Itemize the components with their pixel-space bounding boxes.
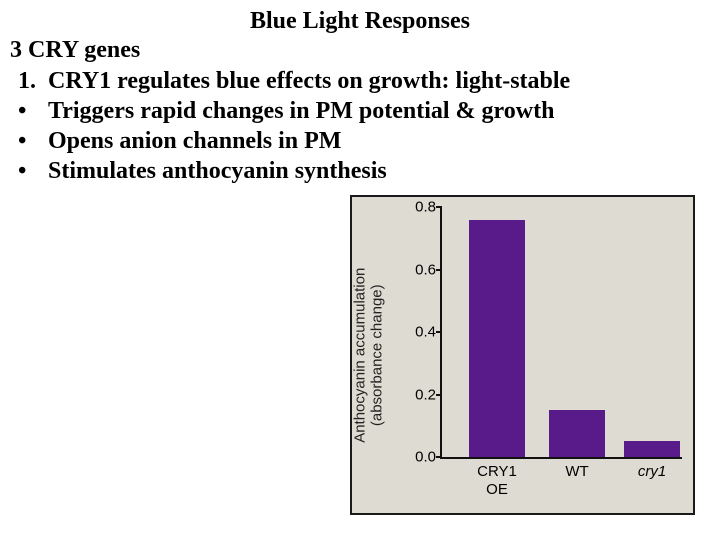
list-item: 1. CRY1 regulates blue effects on growth…	[18, 66, 710, 96]
y-tick-label: 0.0	[402, 449, 436, 466]
bar	[469, 220, 525, 458]
list-marker: •	[18, 126, 48, 156]
list-marker: •	[18, 96, 48, 126]
y-tick-label: 0.4	[402, 324, 436, 341]
list-item: • Triggers rapid changes in PM potential…	[18, 96, 710, 126]
bar	[549, 410, 605, 457]
x-tick-label: CRY1	[462, 463, 532, 480]
list-text: Triggers rapid changes in PM potential &…	[48, 96, 554, 126]
y-tick-mark	[436, 269, 442, 271]
x-tick-label: WT	[542, 463, 612, 480]
list-text: CRY1 regulates blue effects on growth: l…	[48, 66, 570, 96]
y-tick-mark	[436, 456, 442, 458]
list-text: Stimulates anthocyanin synthesis	[48, 156, 387, 186]
x-tick-sublabel: OE	[462, 481, 532, 498]
list-item: • Opens anion channels in PM	[18, 126, 710, 156]
x-tick-label: cry1	[617, 463, 687, 480]
y-tick-mark	[436, 394, 442, 396]
list-text: Opens anion channels in PM	[48, 126, 341, 156]
y-axis-label: Anthocyanin accumulation (absorbance cha…	[352, 267, 387, 442]
y-tick-label: 0.8	[402, 199, 436, 216]
bar	[624, 441, 680, 457]
y-tick-label: 0.2	[402, 386, 436, 403]
subtitle: 3 CRY genes	[10, 37, 710, 64]
y-tick-mark	[436, 331, 442, 333]
y-axis-label-wrap: Anthocyanin accumulation (absorbance cha…	[344, 197, 394, 513]
page-title: Blue Light Responses	[10, 8, 710, 35]
list-item: • Stimulates anthocyanin synthesis	[18, 156, 710, 186]
list-marker: 1.	[18, 66, 48, 96]
bullet-list: 1. CRY1 regulates blue effects on growth…	[10, 66, 710, 186]
anthocyanin-chart: Anthocyanin accumulation (absorbance cha…	[350, 195, 695, 515]
y-tick-mark	[436, 206, 442, 208]
plot-area: 0.00.20.40.60.8CRY1OEWTcry1	[440, 207, 682, 459]
y-tick-label: 0.6	[402, 261, 436, 278]
list-marker: •	[18, 156, 48, 186]
